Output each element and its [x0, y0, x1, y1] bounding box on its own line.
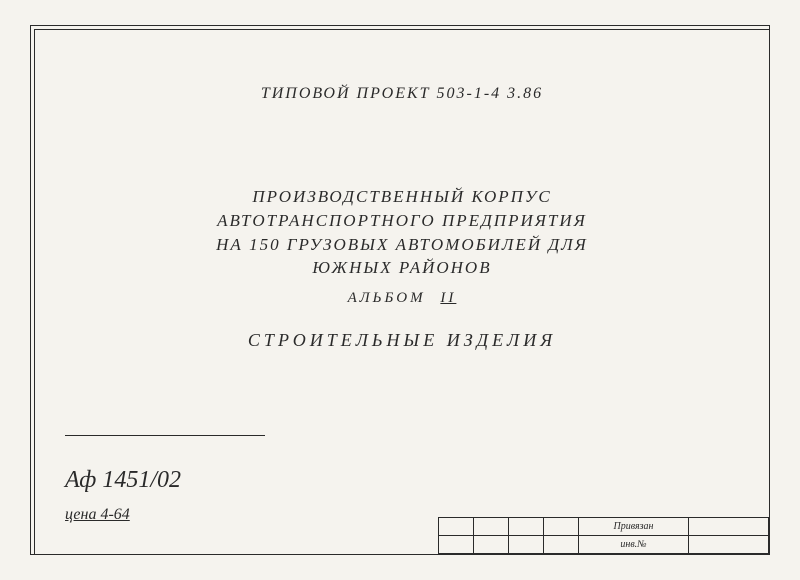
- price: цена 4-64: [65, 506, 130, 524]
- title-line-4: ЮЖНЫХ РАЙОНОВ: [312, 258, 491, 277]
- stamp-row-2: инв.№: [439, 536, 769, 554]
- project-header: ТИПОВОЙ ПРОЕКТ 503-1-4 3.86: [35, 85, 769, 103]
- stamp-label-privyazan: Привязан: [579, 518, 689, 536]
- album-line: АЛЬБОМ II: [35, 290, 769, 307]
- album-number: II: [440, 290, 456, 306]
- subtitle: СТРОИТЕЛЬНЫЕ ИЗДЕЛИЯ: [35, 330, 769, 351]
- stamp-row-1: Привязан: [439, 518, 769, 536]
- title-line-1: ПРОИЗВОДСТВЕННЫЙ КОРПУС: [252, 187, 551, 206]
- stamp-block: Привязан инв.№: [438, 517, 769, 554]
- title-line-2: АВТОТРАНСПОРТНОГО ПРЕДПРИЯТИЯ: [217, 211, 587, 230]
- outer-border: ТИПОВОЙ ПРОЕКТ 503-1-4 3.86 ПРОИЗВОДСТВЕ…: [30, 25, 770, 555]
- reference-code: Аф 1451/02: [65, 467, 181, 494]
- inner-border: ТИПОВОЙ ПРОЕКТ 503-1-4 3.86 ПРОИЗВОДСТВЕ…: [34, 29, 769, 554]
- album-label: АЛЬБОМ: [348, 290, 426, 306]
- stamp-label-inv: инв.№: [579, 536, 689, 554]
- title-line-3: НА 150 ГРУЗОВЫХ АВТОМОБИЛЕЙ ДЛЯ: [216, 235, 588, 254]
- divider: [65, 435, 265, 436]
- main-title: ПРОИЗВОДСТВЕННЫЙ КОРПУС АВТОТРАНСПОРТНОГ…: [35, 185, 769, 280]
